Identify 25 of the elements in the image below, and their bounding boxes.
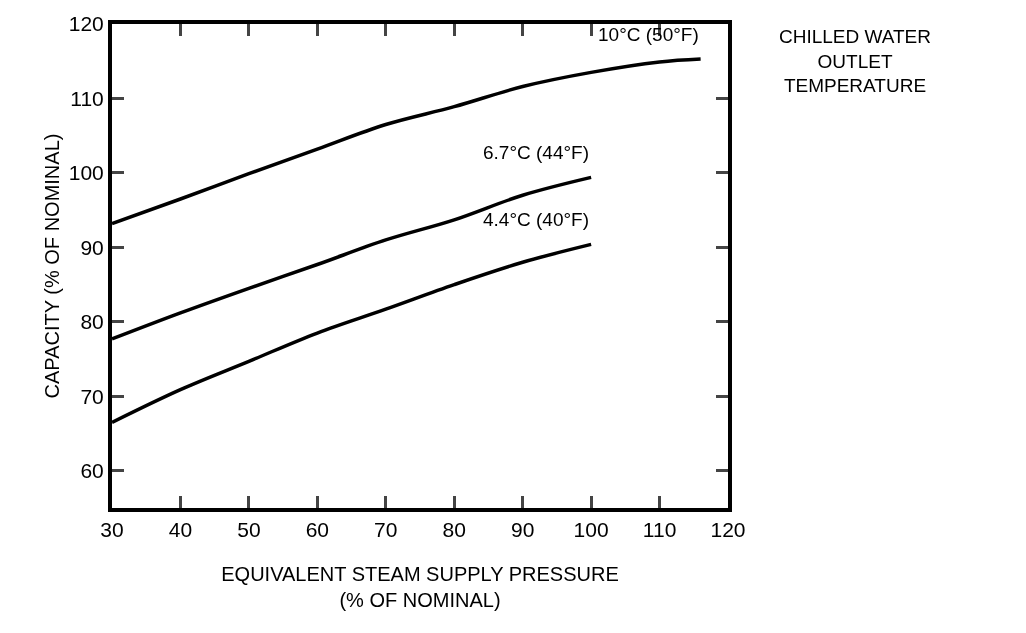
x-tick-label: 30 — [100, 518, 124, 542]
y-tick-label: 100 — [68, 161, 104, 185]
y-tick-label: 80 — [80, 310, 104, 334]
y-tick-label: 60 — [80, 459, 104, 483]
x-tick-label: 70 — [374, 518, 398, 542]
x-tick-label: 110 — [642, 518, 677, 542]
x-tick-label: 60 — [305, 518, 330, 542]
x-tick-label: 50 — [237, 518, 261, 542]
x-tick-label: 100 — [573, 518, 609, 542]
y-tick-label: 70 — [80, 384, 104, 408]
x-tick-label: 40 — [168, 518, 193, 542]
y-tick-label: 120 — [68, 12, 104, 36]
x-tick-label: 90 — [510, 518, 535, 542]
line-series — [112, 175, 593, 341]
y-tick-label: 90 — [80, 235, 104, 259]
y-tick-label: 110 — [70, 86, 104, 110]
series-label: 4.4°C (40°F) — [483, 209, 590, 230]
legend-title: CHILLED WATER OUTLET TEMPERATURE — [779, 26, 932, 97]
series-label: 10°C (50°F) — [598, 24, 699, 45]
line-series — [112, 242, 593, 425]
x-tick-label: 80 — [442, 518, 466, 542]
x-axis-title: EQUIVALENT STEAM SUPPLY PRESSURE (% OF NOMINAL) — [221, 563, 619, 611]
y-axis-title: CAPACITY (% OF NOMINAL) — [41, 133, 63, 399]
x-tick-label: 120 — [710, 518, 746, 542]
series-label: 6.7°C (44°F) — [483, 142, 590, 163]
